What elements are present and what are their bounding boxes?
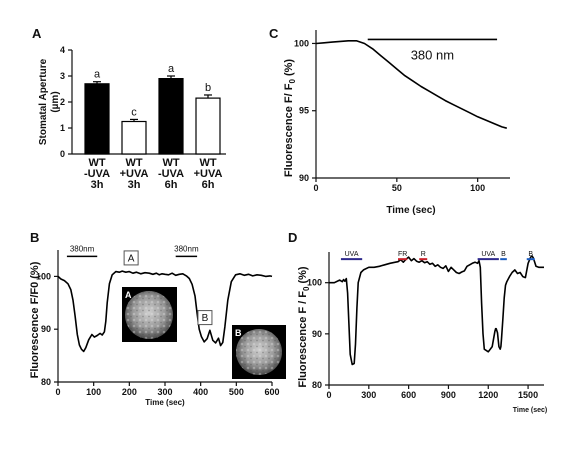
- panel-a-category-label: WT: [199, 157, 216, 169]
- panel-a-category-label: WT: [88, 157, 105, 169]
- micrograph-inset-a: A: [122, 287, 177, 342]
- panel-a-category-label: WT: [125, 157, 142, 169]
- panel-a-category-label: 3h: [91, 179, 104, 191]
- panel-d-stimulus-label: UVA: [345, 251, 359, 258]
- d-plot-trace: [329, 255, 544, 366]
- b-plot-y-tick-label: 80: [41, 377, 51, 387]
- panel-d-ylabel-unit: (%): [297, 266, 309, 287]
- panel-a-category-label: 3h: [128, 179, 141, 191]
- d-plot-y-tick-label: 90: [312, 329, 322, 339]
- panel-d-ylabel: Fluorescence F / F0 (%): [297, 266, 311, 388]
- panel-a-category-label: +UVA: [120, 168, 149, 180]
- d-plot-y-tick-label: 80: [312, 380, 322, 390]
- d-plot-y-tick-label: 100: [307, 278, 322, 288]
- c-plot-x-tick-label: 100: [470, 183, 485, 193]
- panel-c-ylabel-sub: 0: [288, 79, 297, 84]
- panel-a: A Stomatal Aperture (µm) 01234aWT-UVA3hc…: [32, 26, 226, 191]
- panel-label-a: A: [32, 26, 42, 41]
- panel-b-xlabel: Time (sec): [145, 398, 185, 407]
- panel-a-category-label: WT: [162, 157, 179, 169]
- panel-a-bar: [195, 97, 221, 155]
- panel-a-bar: [158, 77, 184, 155]
- inset-a-label: A: [125, 290, 132, 300]
- c-plot-y-tick-label: 100: [294, 38, 309, 48]
- panel-d-stimulus-label: B: [528, 251, 533, 258]
- panel-a-category-label: 6h: [165, 179, 178, 191]
- panel-d-plot: 80 90 100 0 300 600 900 1200 1500 UVA FR R UVA B B: [307, 251, 544, 400]
- panel-c-ylabel-main: Fluorescence F/ F: [283, 83, 295, 177]
- panel-a-y-tick-label: 3: [60, 71, 65, 81]
- panel-a-significance-letter: b: [205, 82, 211, 94]
- b-plot-x-tick-label: 200: [122, 387, 137, 397]
- micrograph-inset-b: B: [232, 325, 286, 379]
- panel-b-plot: 80 90 100 0 100 200 300 400 500 600 380nm 380nm A B: [36, 244, 280, 397]
- panel-a-y-tick-label: 4: [60, 45, 65, 55]
- panel-a-y-tick-label: 1: [60, 123, 65, 133]
- panel-a-y-tick-label: 2: [60, 97, 65, 107]
- panel-d-xlabel: Time (sec): [513, 407, 548, 414]
- panel-d-ylabel-sub: 0: [302, 286, 311, 291]
- panel-a-significance-letter: c: [131, 106, 137, 118]
- panel-d-stimulus-label: B: [501, 251, 506, 258]
- panel-b-stimulus-label: 380nm: [174, 244, 199, 253]
- panel-label-c: C: [269, 26, 279, 41]
- panel-d-stimulus-label: R: [421, 251, 426, 258]
- d-plot-x-tick-label: 0: [326, 390, 331, 400]
- b-plot-y-tick-label: 100: [36, 271, 51, 281]
- panel-a-category-label: +UVA: [194, 168, 223, 180]
- d-plot-x-tick-label: 600: [401, 390, 416, 400]
- panel-a-category-label: 6h: [202, 179, 215, 191]
- b-plot-x-tick-label: 100: [86, 387, 101, 397]
- panel-c: C Fluorescence F/ F0 (%) Time (sec) 9095…: [269, 26, 510, 216]
- panel-a-category-label: -UVA: [84, 168, 110, 180]
- panel-c-stimulus-label: 380 nm: [411, 47, 454, 62]
- panel-b-marker-box: [197, 310, 213, 326]
- panel-label-d: D: [288, 230, 297, 245]
- panel-a-ylabel-line1: Stomatal Aperture: [38, 58, 49, 145]
- panel-a-bar: [121, 120, 147, 155]
- panel-a-significance-letter: a: [168, 63, 175, 75]
- panel-b-stimulus-label: 380nm: [70, 244, 95, 253]
- panel-b-marker-box: [123, 250, 139, 266]
- panel-a-category-label: -UVA: [158, 168, 184, 180]
- panel-b: B Fluorescence F/F0 (%) Time (sec) 80 90 1…: [29, 230, 286, 407]
- b-plot-trace: [57, 270, 273, 353]
- b-plot-y-tick-label: 90: [41, 324, 51, 334]
- panel-a-y-tick-label: 0: [60, 149, 65, 159]
- d-plot-x-tick-label: 1500: [518, 390, 538, 400]
- panel-c-plot: 90 95 100 0 50 100 380 nm: [294, 30, 510, 193]
- inset-b-label: B: [235, 328, 242, 338]
- b-plot-x-tick-label: 600: [264, 387, 279, 397]
- panel-d-stimulus-label: FR: [398, 251, 407, 258]
- panel-c-xlabel: Time (sec): [386, 205, 435, 216]
- d-plot-x-tick-label: 300: [361, 390, 376, 400]
- panel-a-significance-letter: a: [94, 69, 101, 81]
- b-plot-x-tick-label: 300: [157, 387, 172, 397]
- panel-b-marker-label: B: [202, 313, 209, 324]
- c-plot-trace: [315, 40, 508, 129]
- panel-d: D Fluorescence F / F0 (%) Time (sec) 809…: [288, 230, 547, 414]
- panel-c-ylabel: Fluorescence F/ F0 (%): [283, 59, 297, 177]
- c-plot-x-tick-label: 50: [392, 183, 402, 193]
- d-plot-x-tick-label: 1200: [478, 390, 498, 400]
- panel-c-ylabel-unit: (%): [283, 59, 295, 80]
- panel-d-stimulus-label: UVA: [481, 251, 495, 258]
- c-plot-y-tick-label: 95: [299, 106, 309, 116]
- b-plot-x-tick-label: 0: [55, 387, 60, 397]
- panel-a-ylabel-line2: (µm): [50, 91, 61, 112]
- panel-b-ylabel: Fluorescence F/F0 (%): [29, 261, 41, 378]
- b-plot-x-tick-label: 500: [229, 387, 244, 397]
- panel-a-ylabel: Stomatal Aperture (µm): [38, 58, 61, 145]
- c-plot-x-tick-label: 0: [313, 183, 318, 193]
- d-plot-x-tick-label: 900: [441, 390, 456, 400]
- panel-d-ylabel-main: Fluorescence F / F: [297, 291, 309, 388]
- panel-a-plot: 01234aWT-UVA3hcWT+UVA3haWT-UVA6hbWT+UVA6…: [60, 45, 226, 191]
- panel-b-marker-label: A: [128, 253, 135, 264]
- b-plot-x-tick-label: 400: [193, 387, 208, 397]
- c-plot-y-tick-label: 90: [299, 173, 309, 183]
- panel-a-bar: [84, 83, 110, 155]
- panel-label-b: B: [30, 230, 39, 245]
